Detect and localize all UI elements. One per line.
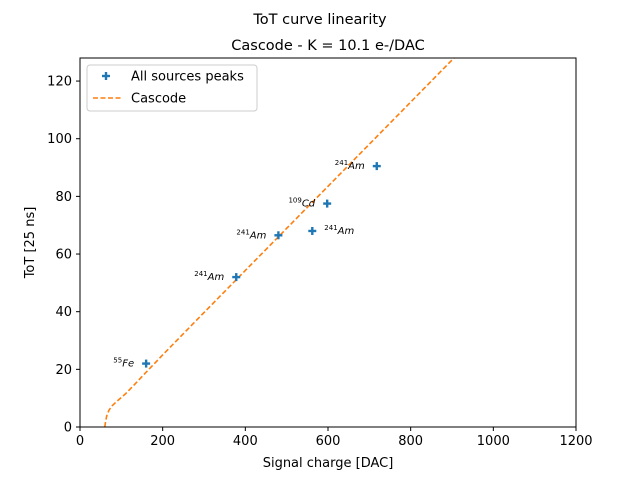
y-tick-label: 60 [55, 248, 72, 263]
chart-title: ToT curve linearity [252, 12, 387, 28]
point-label: 241Am [335, 159, 365, 172]
x-tick-label: 0 [76, 434, 84, 449]
x-tick-label: 1200 [559, 434, 592, 449]
plot-area [80, 58, 576, 427]
y-tick-label: 40 [55, 305, 72, 320]
legend: All sources peaks Cascode [86, 64, 258, 112]
point-label: 241Am [324, 224, 354, 237]
legend-plus-marker-icon [102, 72, 110, 80]
legend-box [86, 64, 258, 112]
data-point [274, 231, 283, 240]
point-label: 241Am [194, 270, 224, 283]
x-tick-label: 400 [233, 434, 258, 449]
data-point [232, 273, 241, 282]
chart-subtitle: Cascode - K = 10.1 e-/DAC [231, 38, 425, 54]
point-label: 109Cd [288, 197, 315, 210]
y-tick-label: 20 [55, 363, 72, 378]
point-label: 55Fe [113, 357, 134, 370]
data-point [323, 199, 332, 208]
x-tick-label: 600 [316, 434, 341, 449]
x-axis-label: Signal charge [DAC] [263, 456, 394, 471]
point-label: 241Am [236, 228, 266, 241]
x-tick-label: 1000 [477, 434, 510, 449]
legend-label-points: All sources peaks [131, 70, 244, 85]
cascode-fit-line [104, 58, 456, 427]
data-point [372, 162, 381, 171]
y-tick-label: 100 [47, 132, 72, 147]
data-point [142, 359, 151, 368]
legend-label-curve: Cascode [131, 92, 186, 107]
x-tick-label: 200 [150, 434, 175, 449]
y-tick-label: 0 [64, 421, 72, 436]
x-tick-label: 800 [398, 434, 423, 449]
data-point [308, 226, 317, 235]
y-tick-label: 80 [55, 190, 72, 205]
y-axis-label: ToT [25 ns] [23, 207, 38, 280]
y-tick-label: 120 [47, 75, 72, 90]
